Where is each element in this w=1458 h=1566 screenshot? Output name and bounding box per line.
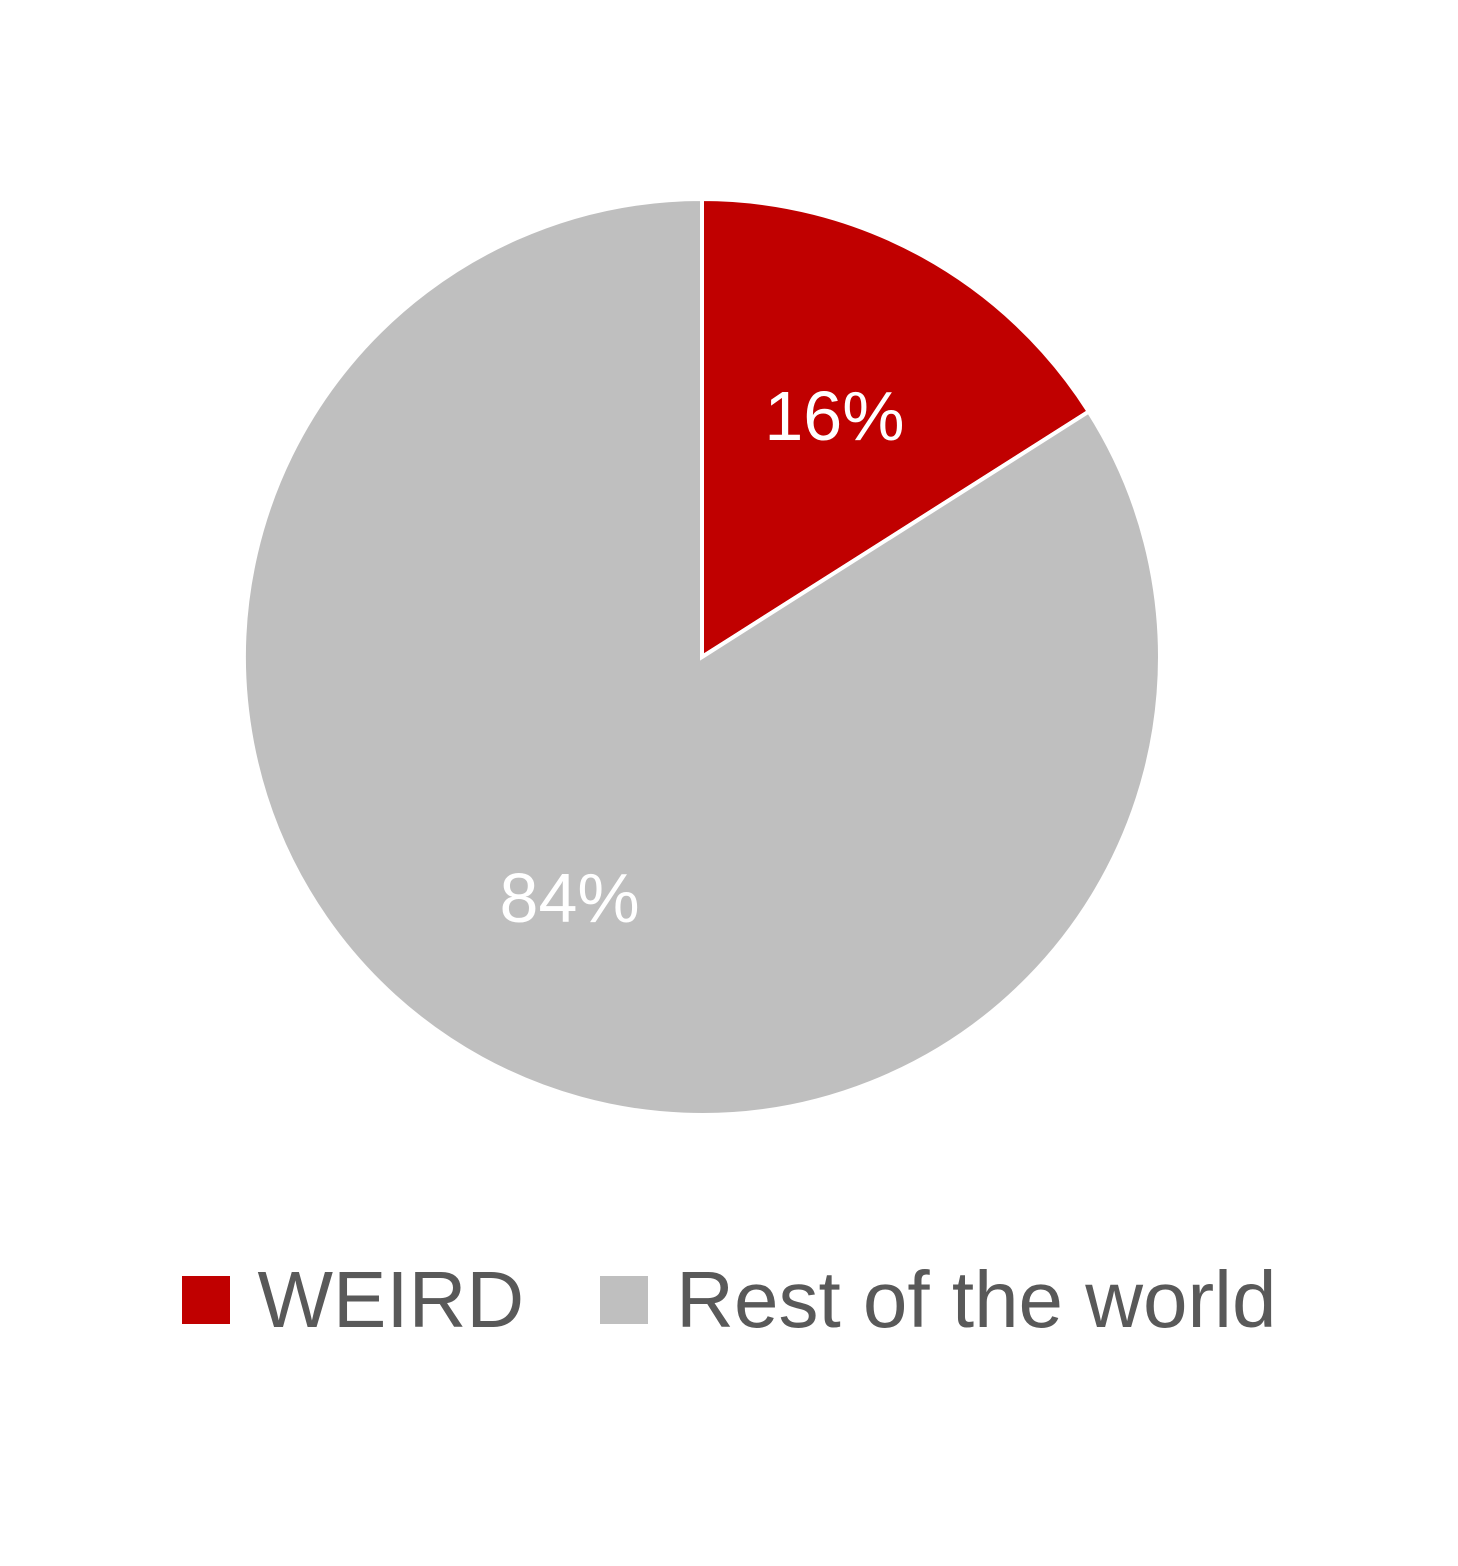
pie-slice-rest-of-the-world xyxy=(242,196,1162,1117)
legend-swatch-rest-of-the-world xyxy=(600,1276,649,1324)
legend-item-weird: WEIRD xyxy=(181,1255,525,1344)
pie-data-labels: 16% 84% xyxy=(500,377,905,937)
pie-slices xyxy=(242,196,1162,1117)
legend-label-rest-of-the-world: Rest of the world xyxy=(676,1255,1277,1344)
pie-slice-weird xyxy=(700,196,1092,661)
data-label-rest-of-the-world: 84% xyxy=(500,859,640,937)
legend-label-weird: WEIRD xyxy=(257,1255,525,1344)
chart-legend: WEIRD Rest of the world xyxy=(0,1250,1458,1350)
legend-item-rest-of-the-world: Rest of the world xyxy=(600,1260,1276,1340)
legend-swatch-weird xyxy=(181,1276,230,1324)
data-label-weird: 16% xyxy=(764,377,904,455)
